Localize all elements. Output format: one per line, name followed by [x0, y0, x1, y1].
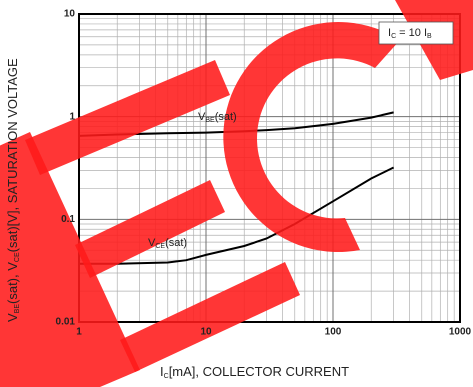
y-axis-label-part: V — [5, 313, 20, 322]
annotation-part: = 10 I — [396, 27, 427, 39]
y-axis-label-part: (sat)[V], SATURATION VOLTAGE — [5, 58, 20, 252]
watermark-stroke — [25, 60, 230, 175]
watermark-stroke — [0, 132, 140, 387]
watermark-stroke — [75, 180, 225, 278]
series-label-part: V — [198, 111, 206, 123]
y-axis-label-part: CE — [14, 252, 21, 262]
x-tick-label: 100 — [325, 327, 342, 338]
y-axis-label-part: (sat), V — [5, 262, 20, 304]
x-tick-label: 1000 — [449, 327, 472, 338]
series-label: VCE(sat) — [148, 237, 187, 250]
x-axis-label-part: I — [160, 364, 164, 379]
series-label-part: (sat) — [215, 111, 237, 123]
watermark-stroke — [120, 262, 300, 372]
x-axis-label: IC[mA], COLLECTOR CURRENT — [160, 364, 349, 379]
annotation-box — [378, 21, 454, 45]
x-axis-label-part: [mA], COLLECTOR CURRENT — [169, 364, 349, 379]
y-tick-label: 10 — [64, 9, 76, 20]
y-axis-label: VBE(sat), VCE(sat)[V], SATURATION VOLTAG… — [5, 58, 20, 322]
annotation-part: B — [427, 33, 432, 40]
y-tick-label: 1 — [69, 111, 75, 122]
series-label: VBE(sat) — [198, 111, 237, 124]
y-tick-label: 0.01 — [56, 317, 76, 328]
y-axis-label-part: BE — [14, 304, 21, 314]
annotation-part: I — [388, 27, 391, 39]
series-label-part: (sat) — [165, 237, 187, 249]
series-label-part: V — [148, 237, 156, 249]
x-tick-label: 1 — [76, 327, 82, 338]
series-label-part: BE — [205, 117, 215, 124]
series-label-part: CE — [155, 243, 165, 250]
annotation-part: C — [391, 33, 396, 40]
watermark-stroke — [223, 22, 400, 253]
y-tick-label: 0.1 — [61, 214, 75, 225]
annotation: IC = 10 IB — [388, 27, 432, 40]
x-tick-label: 10 — [200, 327, 212, 338]
series-line — [79, 166, 395, 265]
plot-frame — [78, 13, 461, 323]
x-axis-label-part: C — [164, 373, 169, 380]
